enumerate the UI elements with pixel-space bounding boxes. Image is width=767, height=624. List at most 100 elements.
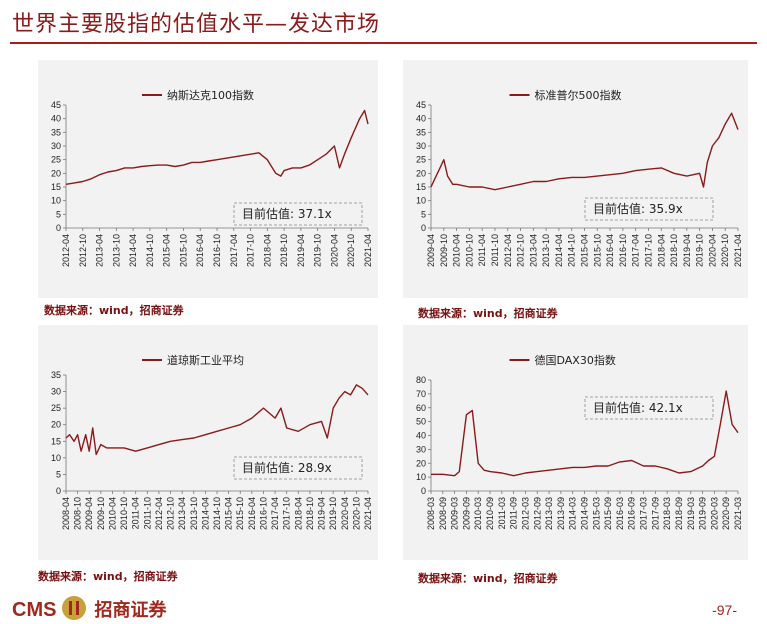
x-tick-label: 2017-10 — [643, 234, 653, 267]
x-tick-label: 2015-04 — [162, 234, 172, 267]
brand-logo-cn: 招商证券 — [94, 600, 167, 620]
title-rule — [10, 42, 757, 44]
legend-label: 标准普尔500指数 — [535, 88, 622, 102]
x-tick-label: 2019-04 — [317, 497, 327, 530]
y-tick-label: 5 — [56, 209, 61, 219]
y-tick-label: 50 — [416, 417, 426, 427]
y-tick-label: 0 — [421, 486, 426, 496]
x-tick-label: 2019-03 — [686, 497, 696, 530]
x-tick-label: 2018-03 — [662, 497, 672, 530]
x-tick-label: 2010-10 — [464, 234, 474, 267]
x-tick-label: 2018-04 — [656, 234, 666, 267]
x-tick-label: 2020-10 — [720, 234, 730, 267]
current-valuation-label: 目前估值: 37.1x — [242, 206, 332, 221]
source-note-3: 数据来源：wind，招商证券 — [38, 570, 178, 583]
legend-label: 德国DAX30指数 — [535, 353, 616, 367]
legend-label: 纳斯达克100指数 — [167, 88, 254, 102]
y-tick-label: 25 — [51, 403, 61, 413]
page-number: -97- — [712, 602, 737, 618]
x-tick-label: 2019-10 — [328, 497, 338, 530]
y-tick-label: 15 — [416, 182, 426, 192]
chart-panel-dowjones: 道琼斯工业平均 0 5 10 15 20 25 30 35 2008-04 2008-10 2009-… — [38, 325, 378, 560]
x-tick-label: 2014-10 — [212, 497, 222, 530]
x-tick-label: 2013-04 — [528, 234, 538, 267]
series-line — [431, 390, 739, 477]
chart-nasdaq: 纳斯达克100指数 0 5 10 15 20 25 30 35 40 45 2012-04 2012-1… — [51, 88, 373, 267]
y-tick-label: 70 — [416, 389, 426, 399]
current-valuation-box — [584, 197, 714, 221]
x-tick-label: 2021-03 — [733, 497, 743, 530]
current-valuation-label: 目前估值: 28.9x — [242, 460, 332, 475]
brand-logo-text: CMS — [12, 599, 57, 621]
y-tick-label: 30 — [416, 141, 426, 151]
y-tick-label: 40 — [416, 114, 426, 124]
current-valuation-label: 目前估值: 42.1x — [593, 400, 683, 415]
x-tick-label: 2020-10 — [346, 234, 356, 267]
x-tick-label: 2009-10 — [96, 497, 106, 530]
y-tick-label: 80 — [416, 375, 426, 385]
x-tick-label: 2016-03 — [615, 497, 625, 530]
x-tick-label: 2019-10 — [313, 234, 323, 267]
x-tick-label: 2020-10 — [351, 497, 361, 530]
x-tick-label: 2013-10 — [189, 497, 199, 530]
x-tick-label: 2012-03 — [520, 497, 530, 530]
x-tick-label: 2016-10 — [258, 497, 268, 530]
x-tick-label: 2015-09 — [603, 497, 613, 530]
x-tick-label: 2017-09 — [650, 497, 660, 530]
y-tick-label: 10 — [51, 196, 61, 206]
chart-dax: 德国DAX30指数 0 10 20 30 40 50 60 70 80 2008-03 2008-09… — [416, 353, 743, 530]
x-tick-label: 2016-10 — [618, 234, 628, 267]
y-tick-label: 45 — [416, 100, 426, 110]
x-tick-label: 2008-04 — [61, 497, 71, 530]
x-tick-label: 2015-10 — [592, 234, 602, 267]
y-tick-label: 60 — [416, 403, 426, 413]
x-tick-label: 2015-04 — [580, 234, 590, 267]
x-tick-label: 2012-10 — [166, 497, 176, 530]
chart-panel-nasdaq: 纳斯达克100指数 0 5 10 15 20 25 30 35 40 45 2012-04 2012-1… — [38, 60, 378, 298]
x-tick-label: 2014-10 — [567, 234, 577, 267]
x-tick-label: 2017-04 — [270, 497, 280, 530]
y-tick-label: 30 — [416, 444, 426, 454]
y-tick-label: 20 — [51, 168, 61, 178]
current-valuation-label: 目前估值: 35.9x — [593, 201, 683, 216]
x-tick-label: 2012-04 — [154, 497, 164, 530]
x-tick-label: 2017-10 — [282, 497, 292, 530]
x-tick-label: 2011-03 — [497, 497, 507, 529]
y-tick-label: 10 — [416, 196, 426, 206]
current-valuation-box — [233, 456, 363, 480]
x-tick-label: 2017-03 — [639, 497, 649, 530]
brand-emblem-icon — [62, 596, 87, 620]
y-tick-label: 20 — [416, 168, 426, 178]
series-line — [65, 384, 369, 456]
x-tick-label: 2010-04 — [107, 497, 117, 530]
x-tick-label: 2013-10 — [541, 234, 551, 267]
x-tick-label: 2008-09 — [438, 497, 448, 530]
y-tick-label: 10 — [51, 453, 61, 463]
x-tick-label: 2019-04 — [296, 234, 306, 267]
x-tick-label: 2015-04 — [224, 497, 234, 530]
x-tick-label: 2009-04 — [426, 234, 436, 267]
y-tick-label: 40 — [416, 431, 426, 441]
x-tick-label: 2020-09 — [721, 497, 731, 530]
x-tick-label: 2015-03 — [591, 497, 601, 530]
current-valuation-box — [584, 396, 714, 420]
brand-logo: CMS 招商证券 — [12, 596, 166, 622]
x-tick-label: 2018-10 — [669, 234, 679, 267]
x-tick-label: 2019-10 — [695, 234, 705, 267]
chart-panel-dax: 德国DAX30指数 0 10 20 30 40 50 60 70 80 2008-03 2008-09… — [403, 325, 748, 560]
x-tick-label: 2010-09 — [485, 497, 495, 530]
x-tick-label: 2018-09 — [674, 497, 684, 530]
x-tick-label: 2017-04 — [229, 234, 239, 267]
x-tick-label: 2016-04 — [247, 497, 257, 530]
x-tick-label: 2008-03 — [426, 497, 436, 530]
legend-label: 道琼斯工业平均 — [167, 353, 244, 367]
y-tick-label: 0 — [421, 223, 426, 233]
x-tick-label: 2011-04 — [131, 497, 141, 529]
x-tick-label: 2016-04 — [605, 234, 615, 267]
x-tick-label: 2014-04 — [128, 234, 138, 267]
current-valuation-box — [233, 202, 363, 226]
series-line — [65, 109, 369, 185]
source-note-4: 数据来源：wind，招商证券 — [418, 572, 558, 585]
x-tick-label: 2018-10 — [279, 234, 289, 267]
source-note-1: 数据来源：wind，招商证券 — [44, 304, 184, 317]
